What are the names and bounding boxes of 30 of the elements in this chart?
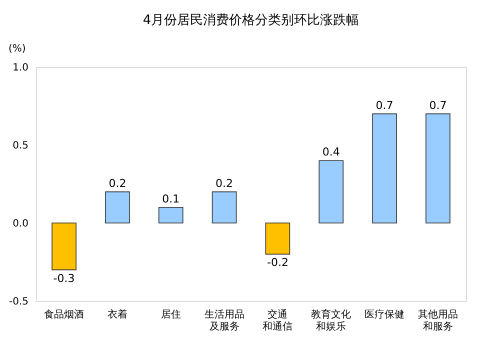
x-tick-label: 居住 (160, 310, 181, 320)
bar (105, 191, 130, 224)
data-label: 0.2 (108, 176, 126, 190)
x-tick-label: 衣着 (107, 308, 128, 320)
x-tick-label: 教育文化和娱乐 (311, 308, 352, 332)
bar (372, 113, 397, 224)
data-label: 0.4 (322, 146, 340, 159)
bar (318, 160, 344, 224)
bar (265, 222, 290, 255)
data-label: 0.1 (162, 192, 180, 206)
y-tick-label: 0.5 (12, 140, 28, 152)
bar (158, 207, 184, 224)
data-label: -0.3 (53, 272, 75, 285)
y-tick-label: 1.0 (12, 62, 28, 74)
x-tick-label: 其他用品和服务 (418, 308, 458, 332)
bar (426, 113, 450, 224)
x-tick-label: 医疗保健 (364, 308, 405, 320)
x-tick-label: 交通和通信 (262, 308, 293, 332)
data-label: 0.7 (376, 98, 394, 112)
x-tick-label: 食品烟酒 (44, 308, 84, 320)
y-tick-label: -0.5 (8, 296, 28, 308)
y-tick-label: 0.0 (12, 218, 28, 230)
chart-title: 4月份居民消费价格分类别环比涨跌幅 (142, 13, 360, 28)
bar (212, 191, 237, 224)
data-label: 0.2 (216, 176, 234, 190)
bar (52, 222, 76, 270)
x-tick-label: 生活用品及服务 (204, 308, 244, 332)
data-label: 0.7 (429, 98, 447, 112)
data-label: -0.2 (266, 256, 288, 270)
y-axis-title: (%) (8, 44, 26, 54)
